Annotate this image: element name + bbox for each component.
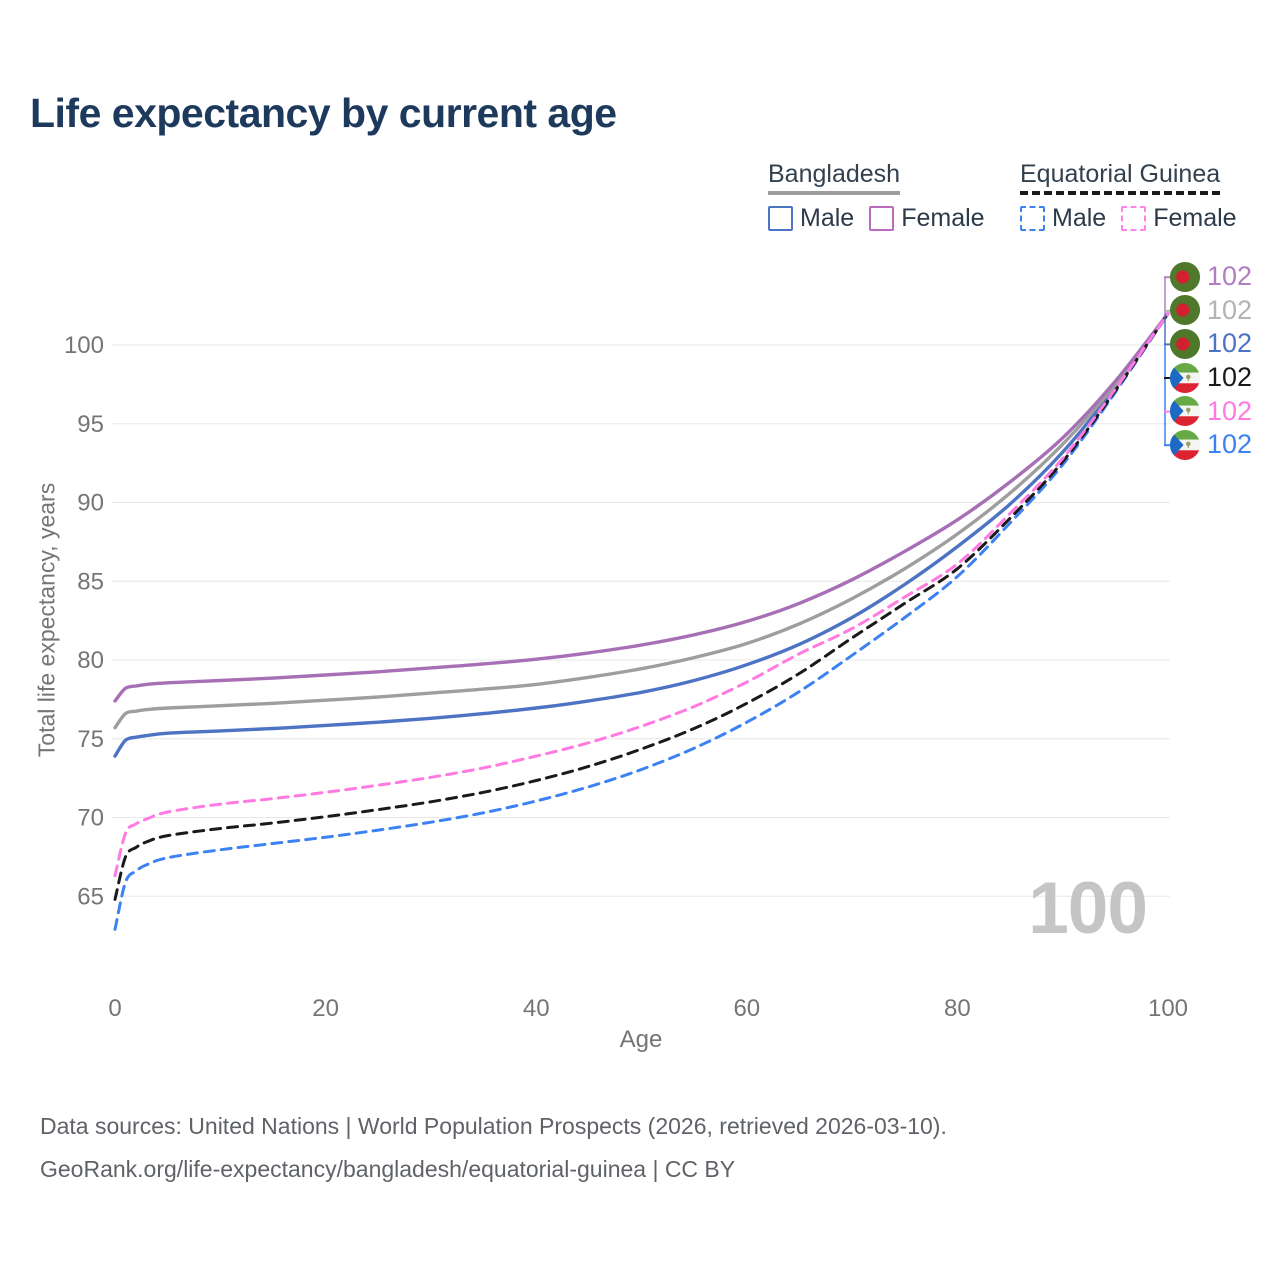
- bangladesh-flag-icon: [1169, 328, 1201, 360]
- end-label-value: 102: [1207, 395, 1253, 426]
- series-line-equatorial-guinea-both-sexes: [113, 312, 1170, 901]
- end-label-row: 102: [1169, 394, 1252, 428]
- end-label-value: 102: [1207, 362, 1253, 393]
- end-label-value: 102: [1207, 328, 1253, 359]
- bangladesh-female-swatch-icon: [869, 206, 895, 231]
- end-label-row: 102: [1169, 294, 1252, 328]
- y-tick-label-95: 95: [77, 411, 104, 438]
- end-label-row: 102: [1169, 260, 1252, 294]
- y-tick-label-100: 100: [64, 332, 104, 359]
- bangladesh-flag-icon: [1169, 295, 1201, 326]
- x-tick-label-20: 20: [312, 995, 339, 1022]
- page-title: Life expectancy by current age: [30, 90, 617, 136]
- y-tick-label-80: 80: [77, 647, 104, 674]
- end-label-row: 102: [1169, 428, 1252, 462]
- end-label-value: 102: [1207, 429, 1253, 460]
- y-tick-label-70: 70: [77, 805, 104, 832]
- equatorial-guinea-flag-icon: [1169, 429, 1201, 461]
- legend-item-equatorial-guinea-male[interactable]: Male: [1020, 204, 1106, 233]
- x-tick-label-60: 60: [733, 995, 760, 1022]
- equatorial-guinea-male-swatch-icon: [1020, 206, 1045, 231]
- x-tick-label-80: 80: [944, 995, 971, 1022]
- equatorial-guinea-flag-icon: [1169, 362, 1201, 394]
- legend-item-bangladesh-male[interactable]: Male: [768, 204, 854, 233]
- equatorial-guinea-female-swatch-icon: [1121, 206, 1147, 231]
- x-tick-label-0: 0: [108, 995, 121, 1022]
- series-line-equatorial-guinea-female: [113, 312, 1170, 878]
- y-axis-title: Total life expectancy, years: [33, 482, 60, 758]
- end-label-row: 102: [1169, 361, 1252, 395]
- end-label-value: 102: [1207, 294, 1253, 325]
- bangladesh-male-swatch-icon: [768, 206, 793, 231]
- footer-url-line: GeoRank.org/life-expectancy/bangladesh/e…: [40, 1155, 736, 1182]
- x-axis-title: Age: [619, 1026, 663, 1053]
- series-line-equatorial-guinea-male: [113, 312, 1170, 931]
- series-line-bangladesh-male: [113, 311, 1170, 758]
- equatorial-guinea-flag-icon: [1169, 395, 1201, 427]
- end-label-value: 102: [1207, 261, 1253, 292]
- y-tick-label-90: 90: [77, 490, 104, 517]
- footer: Data sources: United Nations | World Pop…: [40, 1105, 947, 1190]
- legend-group-equatorial-guinea: Equatorial Guinea Male Female: [1020, 160, 1237, 233]
- end-label-row: 102: [1169, 327, 1252, 361]
- y-tick-label-65: 65: [77, 883, 104, 910]
- legend-item-equatorial-guinea-female[interactable]: Female: [1121, 204, 1237, 233]
- footer-source-line: Data sources: United Nations | World Pop…: [40, 1113, 947, 1139]
- legend-title-equatorial-guinea[interactable]: Equatorial Guinea: [1020, 160, 1221, 195]
- series-line-bangladesh-female: [113, 311, 1170, 703]
- y-tick-label-75: 75: [77, 726, 104, 753]
- x-tick-label-100: 100: [1148, 995, 1188, 1022]
- series-line-bangladesh-both-sexes: [113, 311, 1170, 730]
- watermark-age-100: 100: [1028, 868, 1148, 949]
- x-tick-label-40: 40: [523, 995, 550, 1022]
- series-end-labels: 102 102 102 102 102 102: [1169, 260, 1252, 462]
- legend-group-bangladesh: Bangladesh Male Female: [768, 160, 985, 233]
- bangladesh-flag-icon: [1169, 261, 1201, 292]
- legend-item-bangladesh-female[interactable]: Female: [869, 204, 985, 233]
- legend-title-bangladesh[interactable]: Bangladesh: [768, 160, 901, 195]
- y-tick-label-85: 85: [77, 568, 104, 595]
